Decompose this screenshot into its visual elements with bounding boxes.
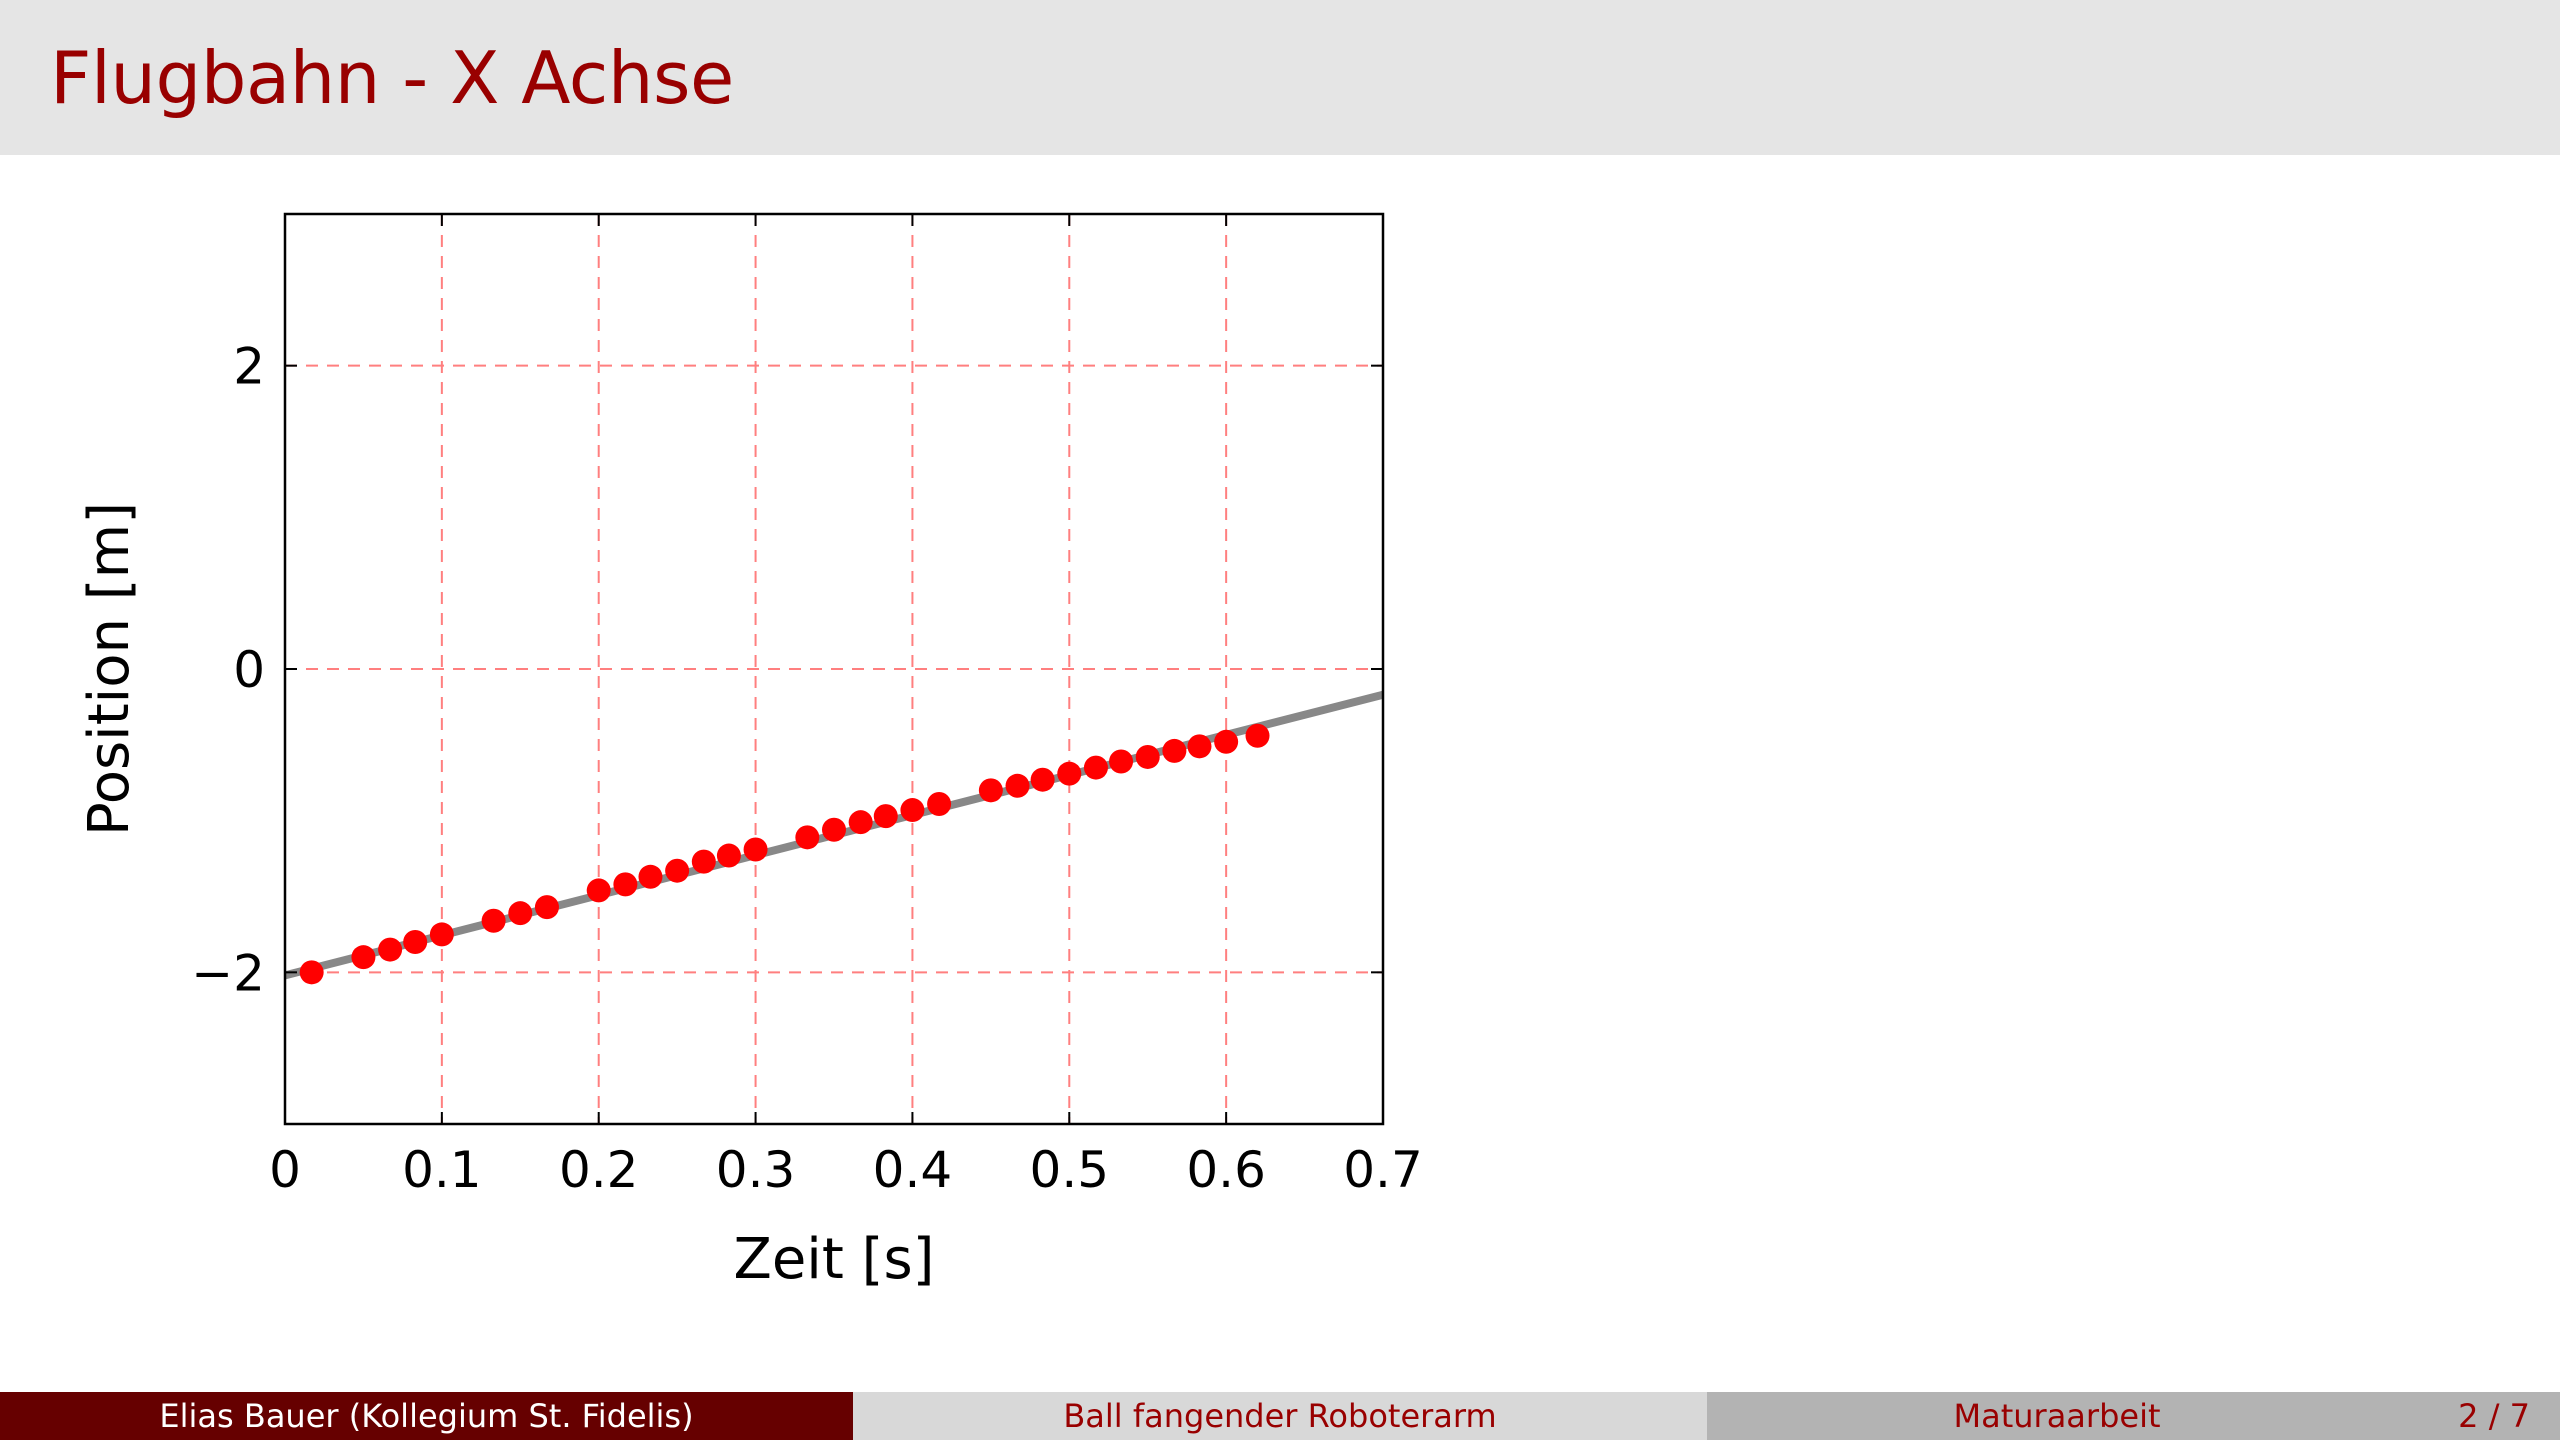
footer-page-number: 2 / 7 [2458, 1397, 2530, 1435]
footer-subject: Maturaarbeit [1953, 1397, 2161, 1435]
y-tick-label: 0 [233, 641, 265, 699]
data-point [534, 895, 559, 920]
x-tick-label: 0 [269, 1141, 301, 1199]
footer-right: Maturaarbeit 2 / 7 [1707, 1392, 2560, 1440]
x-axis-label: Zeit [s] [733, 1227, 934, 1292]
x-tick-label: 0.4 [873, 1141, 953, 1199]
x-tick-label: 0.2 [559, 1141, 639, 1199]
data-point [351, 945, 376, 970]
data-point [1245, 723, 1270, 748]
footer-author: Elias Bauer (Kollegium St. Fidelis) [0, 1392, 853, 1440]
x-tick-label: 0.7 [1343, 1141, 1423, 1199]
data-point [743, 837, 768, 862]
x-tick-label: 0.1 [402, 1141, 482, 1199]
y-tick-label: −2 [191, 944, 265, 1002]
x-tick-label: 0.5 [1030, 1141, 1110, 1199]
data-point [900, 798, 925, 823]
y-tick-label: 2 [233, 338, 265, 396]
data-point [716, 843, 741, 868]
data-point [978, 778, 1003, 803]
data-point [378, 937, 403, 962]
x-tick-label: 0.3 [716, 1141, 796, 1199]
grid-lines [285, 214, 1383, 1124]
data-point [848, 810, 873, 835]
data-point [1135, 744, 1160, 769]
data-point [927, 791, 952, 816]
data-point [1057, 761, 1082, 786]
data-point [822, 817, 846, 842]
data-point [613, 872, 638, 897]
data-point [1030, 767, 1055, 792]
chart: 0 0.1 0.2 0.3 0.4 0.5 0.6 0.7 −2 0 2 Zeit [s] Posi… [77, 212, 1423, 1292]
data-point [299, 960, 324, 985]
axis-ticks [284, 214, 1384, 1124]
footer: Elias Bauer (Kollegium St. Fidelis) Ball… [0, 1392, 2560, 1440]
data-point [429, 922, 454, 947]
data-points [299, 723, 1270, 985]
data-point [508, 901, 533, 926]
tick-labels: 0 0.1 0.2 0.3 0.4 0.5 0.6 0.7 −2 0 2 [191, 338, 1422, 1199]
data-point [1005, 773, 1030, 798]
slide-title: Flugbahn - X Achse [50, 36, 734, 120]
data-point [1214, 729, 1239, 754]
data-point [1187, 734, 1212, 759]
data-point [795, 825, 820, 850]
data-point [873, 804, 898, 829]
footer-talk-title: Ball fangender Roboterarm [853, 1392, 1707, 1440]
data-point [691, 849, 716, 874]
y-axis-label: Position [m] [77, 502, 142, 836]
data-point [665, 858, 690, 883]
data-point [1083, 755, 1108, 780]
data-point [586, 878, 611, 903]
title-bar: Flugbahn - X Achse [0, 0, 2560, 155]
data-point [638, 864, 663, 889]
data-point [403, 930, 428, 954]
data-point [1109, 749, 1134, 774]
data-point [1162, 738, 1187, 763]
data-point [481, 908, 506, 933]
x-tick-label: 0.6 [1186, 1141, 1266, 1199]
